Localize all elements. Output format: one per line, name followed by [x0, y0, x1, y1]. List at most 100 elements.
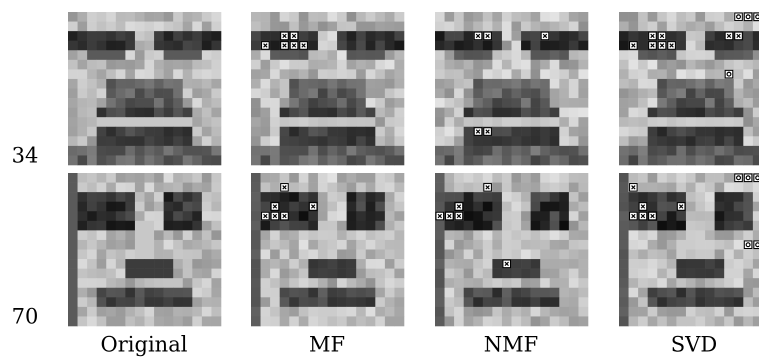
pixel [715, 22, 725, 32]
pixel [154, 69, 164, 79]
pixel [394, 221, 404, 231]
pixel [715, 79, 725, 89]
pixel [667, 221, 677, 231]
pixel [483, 221, 493, 231]
pixel [502, 183, 512, 193]
pixel [753, 288, 759, 298]
pixel [299, 22, 309, 32]
pixel [78, 316, 88, 326]
pixel [87, 278, 97, 288]
pixel [394, 155, 404, 165]
pixel [308, 127, 318, 137]
pixel [299, 240, 309, 250]
pixel [753, 316, 759, 326]
pixel [308, 211, 318, 221]
pixel [280, 173, 290, 183]
pixel [385, 192, 395, 202]
pixel [569, 41, 579, 51]
pixel [724, 108, 734, 118]
pixel [211, 240, 221, 250]
pixel [394, 278, 404, 288]
pixel [183, 89, 193, 99]
pixel [261, 155, 271, 165]
pixel [289, 60, 299, 70]
pixel [183, 278, 193, 288]
pixel [299, 108, 309, 118]
pixel [356, 278, 366, 288]
pixel [724, 117, 734, 127]
pixel [483, 278, 493, 288]
pixel [521, 297, 531, 307]
pixel [638, 127, 648, 137]
pixel [270, 60, 280, 70]
pixel [502, 12, 512, 22]
pixel [289, 146, 299, 156]
pixel [473, 221, 483, 231]
pixel [753, 278, 759, 288]
pixel [676, 79, 686, 89]
pixel [192, 221, 202, 231]
pixel [270, 12, 280, 22]
pixel [753, 89, 759, 99]
pixel [521, 60, 531, 70]
pixel [270, 297, 280, 307]
pixel [394, 60, 404, 70]
pixel [183, 297, 193, 307]
pixel [394, 108, 404, 118]
pixel [569, 146, 579, 156]
pixel [289, 108, 299, 118]
pixel [154, 240, 164, 250]
pixel [559, 202, 569, 212]
pixel [68, 50, 78, 60]
pixel [657, 98, 667, 108]
pixel [705, 117, 715, 127]
pixel [337, 69, 347, 79]
pixel [705, 127, 715, 137]
pixel [394, 316, 404, 326]
pixel [676, 146, 686, 156]
pixel [559, 297, 569, 307]
pixel [705, 211, 715, 221]
pixel [734, 146, 744, 156]
pixel [676, 98, 686, 108]
pixel [734, 136, 744, 146]
column-label: SVD [671, 333, 717, 357]
pixel [261, 50, 271, 60]
pixel [192, 22, 202, 32]
pixel [97, 22, 107, 32]
pixel [569, 316, 579, 326]
pixel [578, 278, 588, 288]
pixel [318, 31, 328, 41]
pixel [385, 79, 395, 89]
pixel [106, 211, 116, 221]
pixel [164, 202, 174, 212]
pixel [638, 297, 648, 307]
pixel [696, 230, 706, 240]
pixel [347, 288, 357, 298]
pixel [173, 22, 183, 32]
pixel [473, 240, 483, 250]
pixel [734, 269, 744, 279]
pixel [356, 240, 366, 250]
pixel [629, 108, 639, 118]
pixel [251, 269, 261, 279]
pixel [464, 136, 474, 146]
pixel [394, 230, 404, 240]
pixel [550, 173, 560, 183]
pixel [676, 307, 686, 317]
pixel [375, 31, 385, 41]
pixel [318, 230, 328, 240]
pixel [125, 278, 135, 288]
pixel [202, 50, 212, 60]
pixel [366, 240, 376, 250]
pixel [464, 307, 474, 317]
pixel [251, 22, 261, 32]
pixel [299, 173, 309, 183]
pixel [154, 211, 164, 221]
pixel [540, 79, 550, 89]
pixel [270, 221, 280, 231]
pixel [202, 117, 212, 127]
pixel [328, 89, 338, 99]
pixel [116, 297, 126, 307]
pixel [87, 221, 97, 231]
